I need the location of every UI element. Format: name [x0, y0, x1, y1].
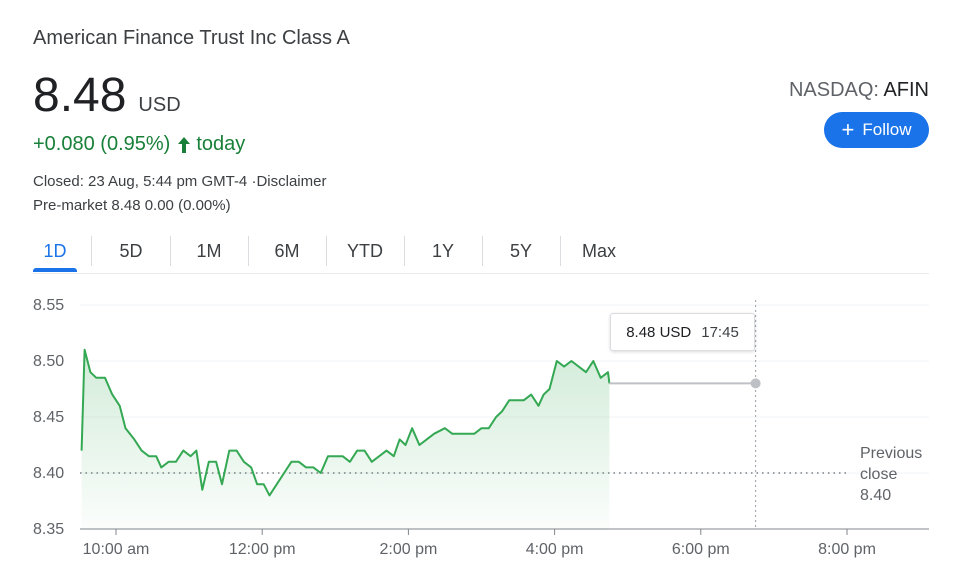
- x-tick-label: 12:00 pm: [229, 541, 296, 558]
- tab-6m[interactable]: 6M: [248, 230, 326, 272]
- price-line: [80, 348, 611, 497]
- x-tick-label: 10:00 am: [83, 541, 150, 558]
- y-tick-label: 8.45: [33, 409, 64, 426]
- tooltip-time: 17:45: [701, 323, 739, 341]
- price-row: 8.48 USD: [33, 72, 181, 120]
- ticker-symbol: AFIN: [883, 79, 929, 101]
- tab-ytd[interactable]: YTD: [326, 230, 404, 272]
- tab-1m[interactable]: 1M: [170, 230, 248, 272]
- time-range-tabs: 1D 5D 1M 6M YTD 1Y 5Y Max: [33, 230, 638, 272]
- tooltip-value: 8.48 USD: [626, 323, 692, 341]
- exchange-label: NASDAQ:: [788, 79, 879, 101]
- premarket-info: Pre-market 8.48 0.00 (0.00%): [33, 197, 231, 214]
- y-tick-label: 8.50: [33, 353, 64, 370]
- company-name: American Finance Trust Inc Class A: [33, 27, 350, 49]
- y-tick-label: 8.55: [33, 297, 64, 314]
- price-area-fill: [81, 349, 610, 529]
- hover-point: [750, 378, 761, 389]
- currency-label: USD: [138, 94, 181, 116]
- tab-1d[interactable]: 1D: [33, 230, 77, 272]
- tabs-divider: [33, 273, 929, 274]
- previous-close-label: Previous close 8.40: [860, 443, 922, 506]
- hover-tooltip: 8.48 USD 17:45: [610, 313, 755, 351]
- change-value: +0.080 (0.95%): [33, 133, 171, 155]
- plus-icon: +: [841, 117, 855, 142]
- y-tick-label: 8.40: [33, 465, 64, 482]
- tab-5d[interactable]: 5D: [91, 230, 170, 272]
- previous-close-line2: close: [860, 466, 898, 483]
- x-tick-label: 8:00 pm: [818, 541, 876, 558]
- follow-label: Follow: [862, 120, 912, 139]
- price-change: +0.080 (0.95%) today: [33, 133, 245, 156]
- tab-5y[interactable]: 5Y: [482, 230, 560, 272]
- arrow-up-icon: [178, 136, 191, 153]
- x-tick-label: 4:00 pm: [526, 541, 584, 558]
- current-price: 8.48: [33, 69, 127, 122]
- tab-max[interactable]: Max: [560, 230, 638, 272]
- exchange-ticker: NASDAQ: AFIN: [789, 79, 929, 102]
- previous-close-value: 8.40: [860, 487, 892, 504]
- y-tick-label: 8.35: [33, 521, 64, 538]
- change-suffix: today: [196, 133, 246, 155]
- follow-button[interactable]: + Follow: [824, 112, 929, 148]
- closed-info: Closed: 23 Aug, 5:44 pm GMT-4 ·Disclaime…: [33, 173, 327, 190]
- previous-close-line1: Previous: [860, 445, 923, 462]
- x-tick-label: 2:00 pm: [379, 541, 437, 558]
- x-tick-label: 6:00 pm: [672, 541, 730, 558]
- tab-1y[interactable]: 1Y: [404, 230, 482, 272]
- price-chart[interactable]: 8.55 8.50 8.45 8.40 8.35 10:00 am 12:00 pm 2:00…: [0, 280, 975, 583]
